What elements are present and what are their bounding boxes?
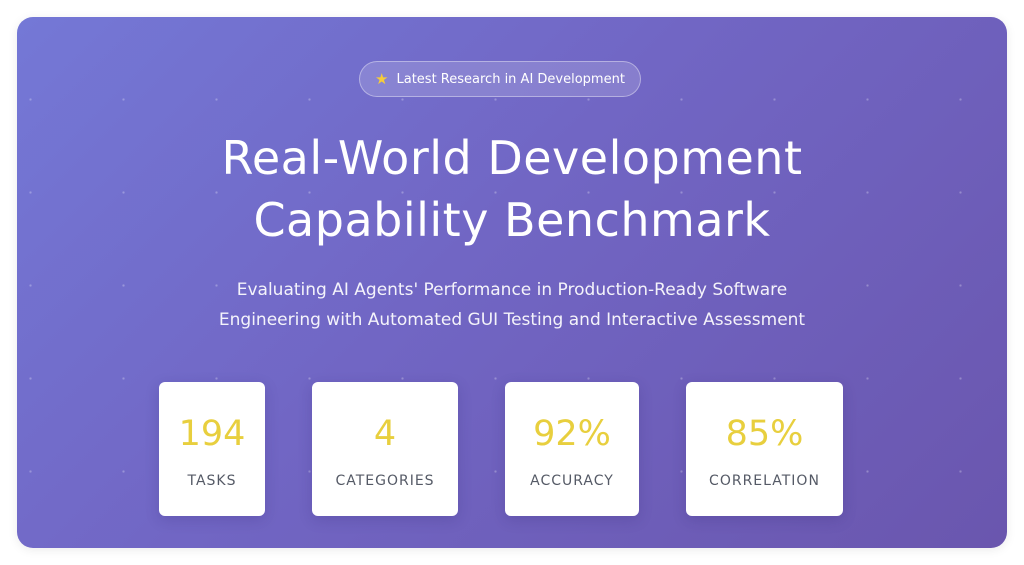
stat-card-correlation: 85% CORRELATION bbox=[686, 382, 843, 516]
stat-value: 92% bbox=[533, 414, 611, 454]
stat-value: 194 bbox=[178, 414, 246, 454]
badge-label: Latest Research in AI Development bbox=[396, 71, 625, 87]
stat-label: CATEGORIES bbox=[335, 473, 435, 489]
stat-value: 4 bbox=[373, 414, 397, 454]
stat-card-accuracy: 92% ACCURACY bbox=[505, 382, 639, 516]
star-icon: ★ bbox=[375, 69, 389, 88]
hero-banner: ★ Latest Research in AI Development Real… bbox=[17, 17, 1007, 548]
title-line-1: Real-World Development bbox=[221, 131, 803, 185]
title-line-2: Capability Benchmark bbox=[253, 193, 771, 247]
research-badge: ★ Latest Research in AI Development bbox=[359, 61, 641, 97]
stat-value: 85% bbox=[725, 414, 804, 454]
stat-label: ACCURACY bbox=[530, 473, 614, 489]
stat-label: CORRELATION bbox=[709, 473, 820, 489]
stat-label: TASKS bbox=[187, 473, 237, 489]
page-title: Real-World Development Capability Benchm… bbox=[17, 127, 1007, 251]
subtitle-line-1: Evaluating AI Agents' Performance in Pro… bbox=[236, 280, 788, 300]
subtitle-line-2: Engineering with Automated GUI Testing a… bbox=[218, 310, 806, 330]
stat-card-categories: 4 CATEGORIES bbox=[312, 382, 458, 516]
page-subtitle: Evaluating AI Agents' Performance in Pro… bbox=[17, 275, 1007, 335]
stat-card-tasks: 194 TASKS bbox=[159, 382, 265, 516]
